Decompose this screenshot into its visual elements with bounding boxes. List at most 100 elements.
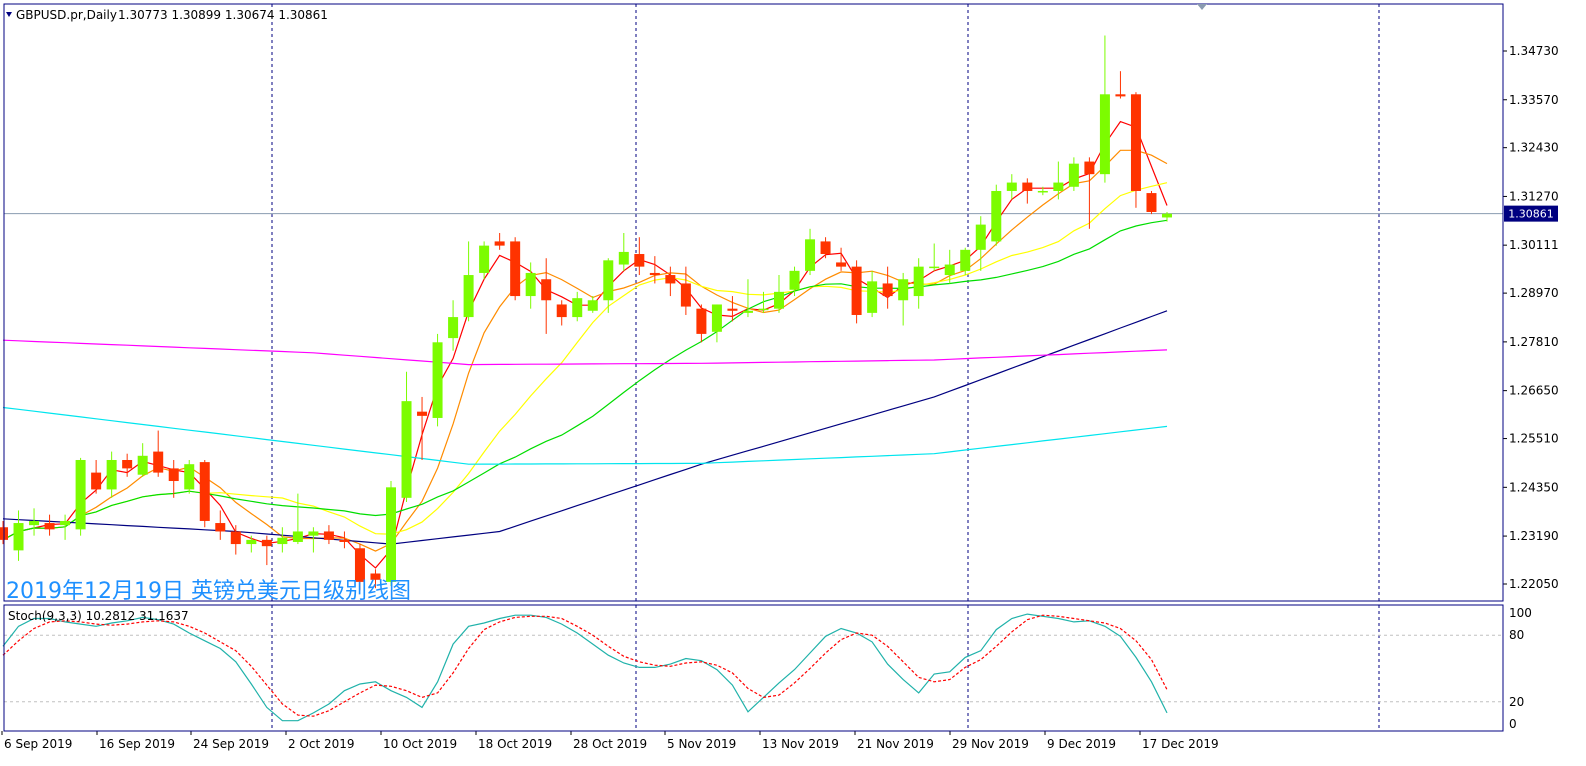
candle	[323, 525, 334, 545]
candle	[572, 291, 583, 322]
stoch-tick-label: 20	[1509, 695, 1524, 709]
candle	[758, 291, 769, 313]
chart-annotation: 2019年12月19日 英镑兑美元日级别线图	[6, 579, 411, 604]
candle-body	[789, 270, 800, 290]
x-tick-label: 29 Nov 2019	[952, 737, 1029, 751]
candle	[960, 247, 971, 276]
candle-body	[1115, 94, 1126, 97]
candle	[91, 459, 102, 494]
x-tick-label: 13 Nov 2019	[762, 737, 839, 751]
candle-body	[975, 224, 986, 250]
candle-body	[168, 468, 179, 482]
x-tick-label: 10 Oct 2019	[383, 737, 457, 751]
candle	[1115, 71, 1126, 99]
ohlc-readout: 1.30773 1.30899 1.30674 1.30861	[118, 8, 328, 22]
candle-body	[960, 249, 971, 271]
price-tag: 1.30861	[1504, 205, 1558, 222]
candle	[463, 241, 474, 322]
candle	[1022, 178, 1033, 204]
candle	[680, 266, 691, 315]
candle	[944, 249, 955, 284]
candle-body	[479, 245, 490, 273]
stoch-signal-line	[2, 614, 1168, 717]
candle-body	[805, 239, 816, 271]
y-tick-label: 1.27810	[1509, 335, 1559, 349]
stoch-panel-frame	[3, 604, 1504, 732]
x-tick-label: 24 Sep 2019	[193, 737, 269, 751]
candle-body	[696, 308, 707, 334]
candle-body	[991, 190, 1002, 242]
y-tick-label: 1.24350	[1509, 480, 1559, 494]
y-tick-label: 1.25510	[1509, 432, 1559, 446]
candle-body	[29, 520, 40, 526]
candles	[0, 35, 1172, 591]
candle	[339, 531, 350, 549]
stochastic-lines	[2, 613, 1168, 722]
candle	[29, 508, 40, 536]
y-tick-label: 1.22050	[1509, 577, 1559, 591]
candle-body	[215, 523, 226, 532]
candle	[851, 260, 862, 324]
candle-body	[1006, 182, 1017, 191]
stoch-tick-label: 80	[1509, 628, 1524, 642]
ma-navy	[2, 310, 1168, 545]
candle	[898, 272, 909, 326]
candle	[603, 258, 614, 313]
candle-body	[680, 283, 691, 307]
candle	[75, 457, 86, 536]
candle-body	[1084, 161, 1095, 175]
candle-body	[386, 487, 396, 582]
candle	[882, 266, 893, 309]
candle	[1006, 174, 1017, 200]
candle-body	[556, 304, 567, 318]
candle	[525, 262, 536, 309]
candle	[1053, 161, 1064, 200]
shift-marker-icon	[1197, 4, 1207, 10]
dropdown-arrow-icon	[6, 12, 12, 17]
candle-body	[572, 298, 583, 318]
candle	[510, 237, 521, 301]
y-tick-label: 1.32430	[1509, 141, 1559, 155]
x-tick-label: 5 Nov 2019	[667, 737, 736, 751]
candle	[541, 258, 552, 334]
main-panel-frame	[3, 3, 1504, 602]
x-tick-label: 6 Sep 2019	[4, 737, 72, 751]
candle	[556, 300, 567, 326]
stoch-label: Stoch(9,3,3) 10.2812 31.1637	[8, 609, 189, 623]
candle	[1146, 190, 1157, 215]
stoch-main-line	[2, 613, 1168, 722]
candle-body	[122, 459, 133, 469]
candle-body	[106, 459, 117, 490]
candle-body	[184, 464, 195, 490]
candle-body	[867, 281, 878, 313]
candle-body	[603, 260, 614, 301]
candle-body	[60, 520, 71, 526]
candle	[836, 247, 847, 271]
candle-body	[1099, 94, 1110, 175]
candle-body	[75, 459, 86, 530]
candle-body	[417, 411, 428, 416]
candle	[153, 430, 164, 477]
ma-cyan	[2, 406, 1168, 465]
candle	[432, 333, 443, 427]
y-tick-label: 1.23190	[1509, 529, 1559, 543]
candle-body	[665, 275, 676, 284]
candle-body	[634, 254, 645, 267]
candle-body	[836, 262, 847, 267]
panel-frames	[3, 3, 1504, 732]
candle-body	[277, 537, 288, 545]
candle	[742, 279, 753, 318]
symbol-label: GBPUSD.pr,Daily	[16, 8, 117, 22]
candle	[168, 459, 179, 498]
candle	[230, 525, 241, 555]
candle	[1037, 186, 1048, 196]
y-tick-label: 1.33570	[1509, 93, 1559, 107]
candle-body	[354, 548, 365, 582]
candle-body	[246, 539, 257, 545]
candle-body	[1146, 193, 1157, 212]
candle	[13, 510, 24, 561]
x-tick-label: 2 Oct 2019	[288, 737, 355, 751]
moving-averages	[2, 120, 1168, 569]
stoch-tick-label: 100	[1509, 606, 1532, 620]
candle-body	[525, 272, 536, 297]
